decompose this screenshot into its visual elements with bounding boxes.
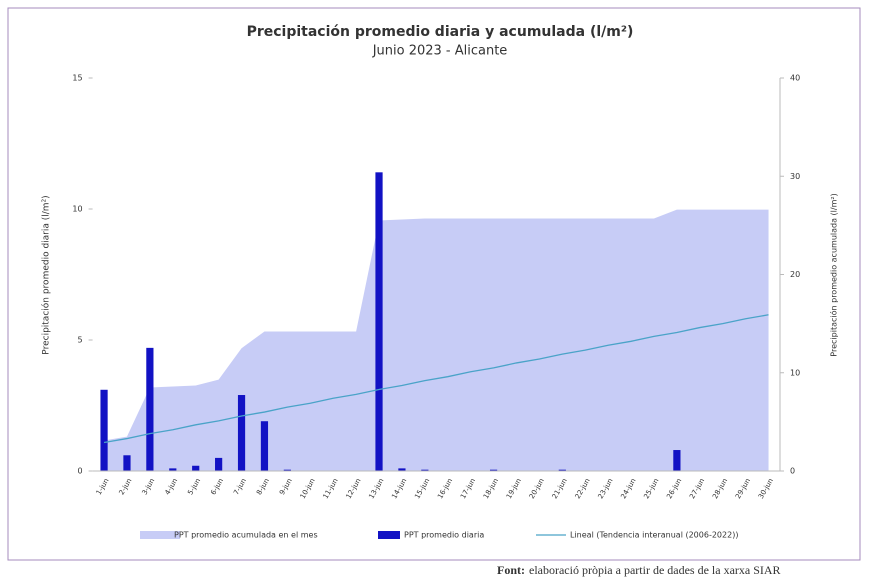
bar [237, 395, 246, 471]
y2-tick-label: 40 [790, 74, 800, 83]
bar [215, 457, 223, 471]
y2-tick-label: 0 [790, 467, 795, 476]
bar [558, 469, 566, 471]
source-note: Font: elaboració pròpia a partir de dades… [497, 563, 781, 577]
bar [673, 450, 681, 471]
trend-line [103, 314, 769, 444]
bar [146, 347, 154, 471]
source-label: Font: [497, 563, 525, 577]
bar [169, 468, 177, 471]
bar [489, 469, 498, 471]
y-tick-label: 15 [72, 74, 82, 83]
legend-swatch [378, 531, 400, 539]
legend-label: PPT promedio diaria [404, 531, 484, 540]
y-tick-label: 10 [72, 205, 82, 214]
bar [260, 421, 269, 471]
area [104, 209, 769, 471]
bar [283, 469, 291, 471]
bar [192, 465, 200, 471]
legend-label: PPT promedio acumulada en el mes [174, 531, 318, 540]
y2-tick-label: 30 [790, 172, 800, 181]
y2-tick-label: 10 [790, 368, 800, 377]
legend-swatch [140, 531, 180, 539]
y-tick-label: 5 [78, 336, 83, 345]
legend-label: Lineal (Tendencia interanual (2006-2022)… [570, 531, 738, 540]
bar [100, 389, 108, 471]
chart-title: Precipitación promedio diaria y acumulad… [247, 24, 634, 40]
y2-axis-label: Precipitación promedio acumulada (l/m²) [829, 193, 839, 356]
y-tick-label: 0 [78, 467, 83, 476]
source-text: elaboració pròpia a partir de dades de l… [529, 563, 781, 577]
y2-tick-label: 20 [790, 270, 800, 279]
chart-subtitle: Junio 2023 - Alicante [372, 44, 508, 59]
bar [123, 455, 131, 471]
bar [398, 468, 406, 471]
bar [421, 469, 429, 471]
y-axis-label: Precipitación promedio diaria (l/m²) [41, 195, 52, 354]
bar [375, 172, 383, 471]
